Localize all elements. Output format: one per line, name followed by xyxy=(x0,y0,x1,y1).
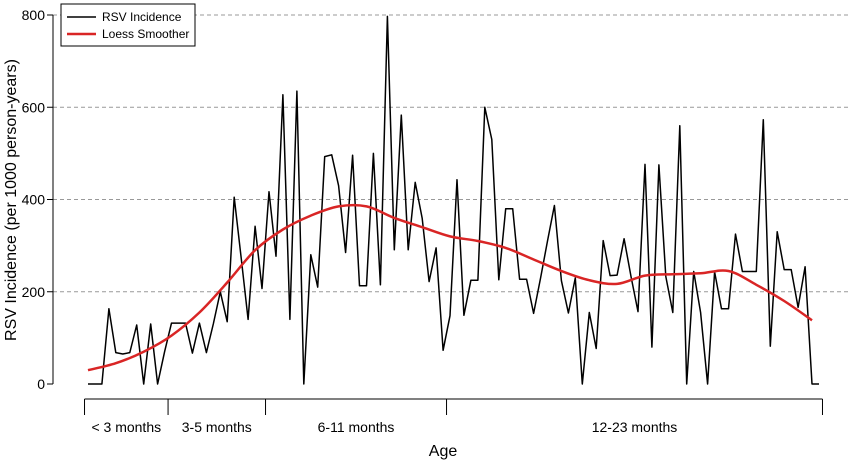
y-tick-label: 800 xyxy=(22,7,46,23)
legend: RSV Incidence Loess Smoother xyxy=(60,3,196,47)
x-axis-title: Age xyxy=(429,443,458,460)
age-group-label: 12-23 months xyxy=(592,419,678,435)
y-tick-label: 600 xyxy=(22,99,46,115)
y-ticks: 0 200 400 600 800 xyxy=(22,7,53,392)
y-axis-title: RSV Incidence (per 1000 person-years) xyxy=(3,59,20,341)
rsv-incidence-line xyxy=(88,15,819,385)
y-tick-label: 0 xyxy=(37,376,45,392)
loess-smoother-line xyxy=(87,203,813,372)
age-group-label: 6-11 months xyxy=(318,419,395,435)
age-group-axis: < 3 months 3-5 months 6-11 months 12-23 mon… xyxy=(84,399,823,435)
legend-box xyxy=(60,3,196,47)
legend-label-rsv-incidence: RSV Incidence xyxy=(102,10,182,24)
age-group-label: 3-5 months xyxy=(182,419,252,435)
axes xyxy=(52,15,823,400)
gridlines xyxy=(53,14,850,293)
series-lines xyxy=(87,15,819,385)
y-tick-label: 400 xyxy=(22,192,46,208)
age-group-label: < 3 months xyxy=(91,419,161,435)
legend-label-loess-smoother: Loess Smoother xyxy=(102,27,189,41)
y-tick-label: 200 xyxy=(22,284,46,300)
